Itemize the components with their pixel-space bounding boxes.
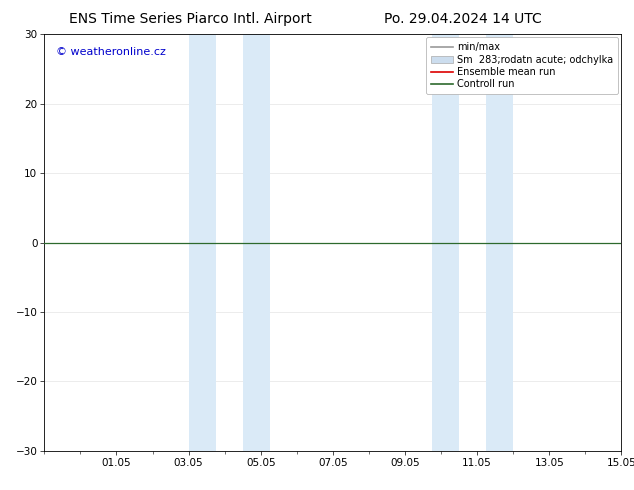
Bar — [486, 34, 513, 451]
Bar — [189, 34, 216, 451]
Text: © weatheronline.cz: © weatheronline.cz — [56, 47, 166, 57]
Legend: min/max, Sm  283;rodatn acute; odchylka, Ensemble mean run, Controll run: min/max, Sm 283;rodatn acute; odchylka, … — [426, 37, 618, 94]
Bar — [243, 34, 269, 451]
Text: Po. 29.04.2024 14 UTC: Po. 29.04.2024 14 UTC — [384, 12, 541, 26]
Text: ENS Time Series Piarco Intl. Airport: ENS Time Series Piarco Intl. Airport — [69, 12, 311, 26]
Bar — [432, 34, 459, 451]
